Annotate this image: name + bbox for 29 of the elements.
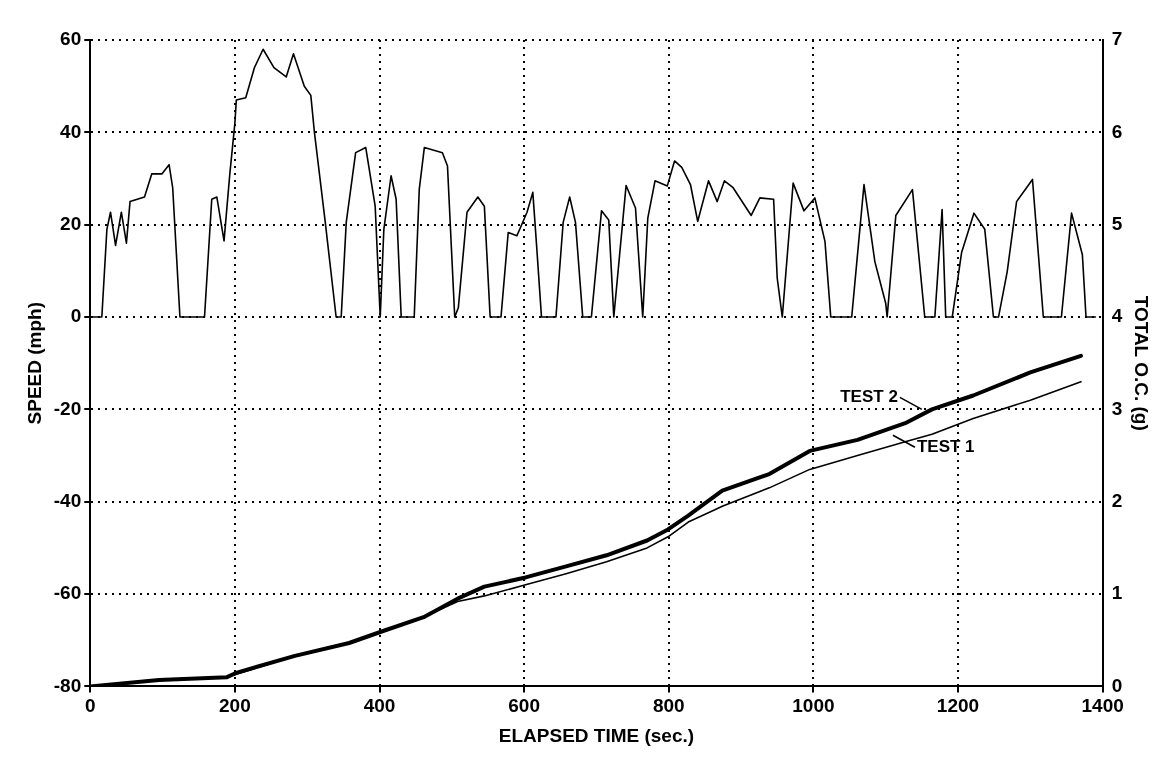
y-axis-title: SPEED (mph) bbox=[23, 301, 45, 425]
y2-tick-label: 1 bbox=[1111, 582, 1123, 604]
y2-tick-label: 7 bbox=[1111, 28, 1123, 50]
x-tick-label: 200 bbox=[219, 695, 251, 717]
y-tick-label: -60 bbox=[53, 582, 82, 604]
y2-tick-label: 0 bbox=[1111, 674, 1123, 696]
y2-tick-label: 3 bbox=[1111, 397, 1123, 419]
y-tick-label: 60 bbox=[60, 28, 82, 50]
x-axis-title: ELAPSED TIME (sec.) bbox=[498, 724, 695, 746]
x-tick-label: 0 bbox=[84, 695, 96, 717]
y2-tick-label: 2 bbox=[1111, 489, 1123, 511]
y2-tick-label: 6 bbox=[1111, 120, 1123, 142]
x-tick-label: 800 bbox=[652, 695, 685, 717]
y2-axis-title: TOTAL O.C. (g) bbox=[1131, 295, 1153, 431]
annotation: TEST 2 bbox=[840, 387, 898, 407]
y-tick-label: -40 bbox=[53, 489, 82, 511]
annotation: TEST 1 bbox=[916, 436, 975, 456]
y-tick-label: -80 bbox=[53, 674, 82, 696]
x-tick-label: 1400 bbox=[1081, 695, 1124, 717]
y-tick-label: 0 bbox=[70, 305, 82, 327]
x-tick-label: 1000 bbox=[792, 695, 835, 717]
x-tick-label: 400 bbox=[363, 695, 396, 717]
y-tick-label: -20 bbox=[53, 397, 82, 419]
y2-tick-label: 5 bbox=[1111, 212, 1123, 234]
x-tick-label: 1200 bbox=[936, 695, 980, 717]
x-tick-label: 600 bbox=[508, 695, 540, 717]
y-tick-label: 20 bbox=[60, 212, 82, 234]
y-tick-label: 40 bbox=[60, 120, 82, 142]
y2-tick-label: 4 bbox=[1111, 305, 1123, 327]
